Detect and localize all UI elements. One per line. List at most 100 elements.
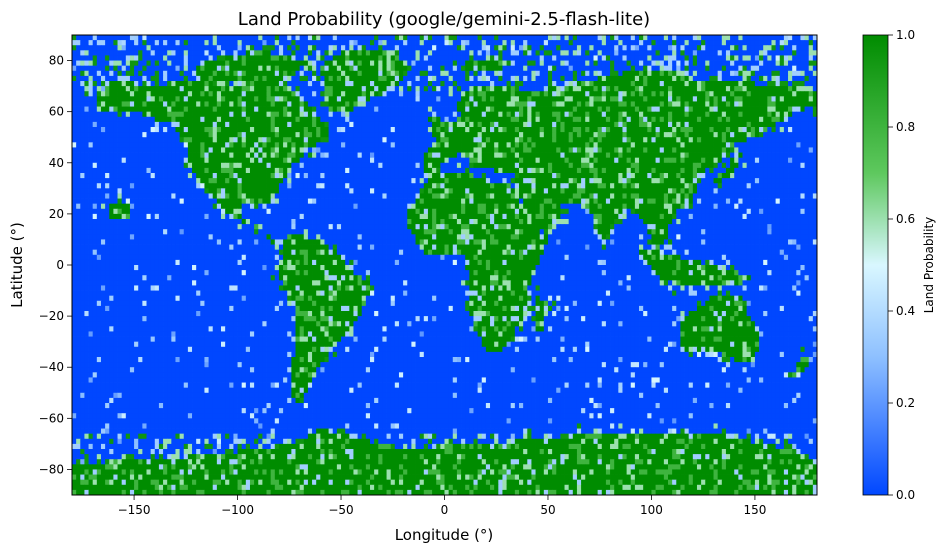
- heatmap-cell: [725, 152, 731, 159]
- heatmap-cell: [158, 50, 164, 56]
- heatmap-cell: [274, 137, 280, 143]
- heatmap-cell: [200, 35, 205, 41]
- heatmap-cell: [249, 127, 255, 133]
- heatmap-cell: [374, 162, 379, 169]
- heatmap-cell: [336, 45, 342, 51]
- heatmap-cell: [688, 106, 694, 113]
- heatmap-cell: [208, 116, 214, 123]
- heatmap-cell: [370, 101, 375, 107]
- heatmap-cell: [792, 121, 797, 128]
- heatmap-cell: [76, 152, 81, 159]
- heatmap-cell: [266, 157, 272, 164]
- heatmap-cell: [688, 70, 694, 77]
- heatmap-cell: [680, 60, 685, 67]
- heatmap-cell: [138, 173, 143, 179]
- heatmap-cell: [506, 173, 512, 179]
- heatmap-cell: [419, 45, 425, 51]
- heatmap-cell: [494, 147, 499, 153]
- heatmap-cell: [572, 50, 578, 56]
- heatmap-cell: [382, 127, 387, 133]
- heatmap-cell: [142, 40, 147, 46]
- heatmap-cell: [92, 157, 98, 164]
- heatmap-cell: [792, 35, 797, 41]
- heatmap-cell: [701, 157, 706, 164]
- heatmap-cell: [134, 106, 139, 113]
- heatmap-cell: [175, 116, 181, 123]
- heatmap-cell: [249, 157, 255, 164]
- heatmap-cell: [287, 35, 292, 41]
- heatmap-cell: [283, 121, 288, 128]
- heatmap-cell: [618, 70, 623, 77]
- heatmap-cell: [775, 91, 781, 97]
- heatmap-cell: [262, 116, 267, 123]
- heatmap-cell: [436, 45, 441, 51]
- heatmap-cell: [365, 132, 371, 138]
- heatmap-cell: [647, 50, 652, 56]
- heatmap-cell: [647, 142, 652, 148]
- heatmap-cell: [245, 152, 251, 159]
- heatmap-cell: [622, 55, 628, 61]
- heatmap-cell: [278, 167, 284, 174]
- heatmap-cell: [490, 142, 495, 148]
- heatmap-cell: [225, 116, 230, 123]
- heatmap-cell: [481, 137, 487, 143]
- heatmap-cell: [485, 35, 491, 41]
- heatmap-cell: [324, 147, 330, 153]
- heatmap-cell: [365, 142, 371, 148]
- heatmap-cell: [121, 167, 127, 174]
- heatmap-cell: [328, 116, 334, 123]
- heatmap-cell: [357, 86, 363, 92]
- heatmap-cell: [725, 55, 731, 61]
- heatmap-cell: [415, 147, 421, 153]
- heatmap-cell: [763, 162, 768, 169]
- heatmap-cell: [316, 167, 321, 174]
- heatmap-cell: [225, 81, 230, 87]
- heatmap-cell: [605, 132, 611, 138]
- heatmap-cell: [763, 152, 768, 159]
- heatmap-cell: [72, 127, 77, 133]
- heatmap-cell: [655, 96, 661, 102]
- heatmap-cell: [738, 106, 743, 113]
- heatmap-cell: [643, 111, 648, 118]
- heatmap-cell: [461, 40, 466, 46]
- heatmap-cell: [345, 152, 350, 159]
- heatmap-cell: [601, 162, 607, 169]
- heatmap-cell: [750, 111, 756, 118]
- heatmap-cell: [117, 157, 123, 164]
- heatmap-cell: [121, 50, 127, 56]
- heatmap-cell: [262, 147, 267, 153]
- heatmap-cell: [734, 50, 739, 56]
- heatmap-cell: [440, 35, 445, 41]
- heatmap-cell: [547, 111, 553, 118]
- heatmap-cell: [291, 50, 296, 56]
- heatmap-cell: [750, 96, 756, 102]
- heatmap-cell: [692, 45, 698, 51]
- heatmap-cell: [469, 101, 474, 107]
- heatmap-cell: [100, 142, 106, 148]
- heatmap-cell: [481, 121, 487, 128]
- heatmap-cell: [572, 132, 578, 138]
- heatmap-cell: [556, 137, 561, 143]
- heatmap-cell: [299, 111, 305, 118]
- heatmap-cell: [473, 55, 479, 61]
- heatmap-cell: [154, 45, 160, 51]
- heatmap-cell: [576, 86, 582, 92]
- heatmap-cell: [415, 70, 421, 77]
- heatmap-cell: [589, 147, 594, 153]
- heatmap-cell: [129, 137, 135, 143]
- heatmap-cell: [506, 65, 512, 72]
- heatmap-cell: [688, 132, 694, 138]
- heatmap-cell: [568, 127, 574, 133]
- heatmap-cell: [237, 173, 243, 179]
- heatmap-cell: [560, 167, 565, 174]
- heatmap-cell: [208, 137, 214, 143]
- heatmap-cell: [614, 157, 619, 164]
- heatmap-cell: [411, 91, 416, 97]
- heatmap-cell: [307, 167, 313, 174]
- heatmap-cell: [307, 121, 313, 128]
- heatmap-cell: [481, 86, 487, 92]
- heatmap-cell: [812, 142, 818, 148]
- heatmap-cell: [241, 96, 247, 102]
- heatmap-cell: [357, 45, 363, 51]
- heatmap-cell: [692, 121, 698, 128]
